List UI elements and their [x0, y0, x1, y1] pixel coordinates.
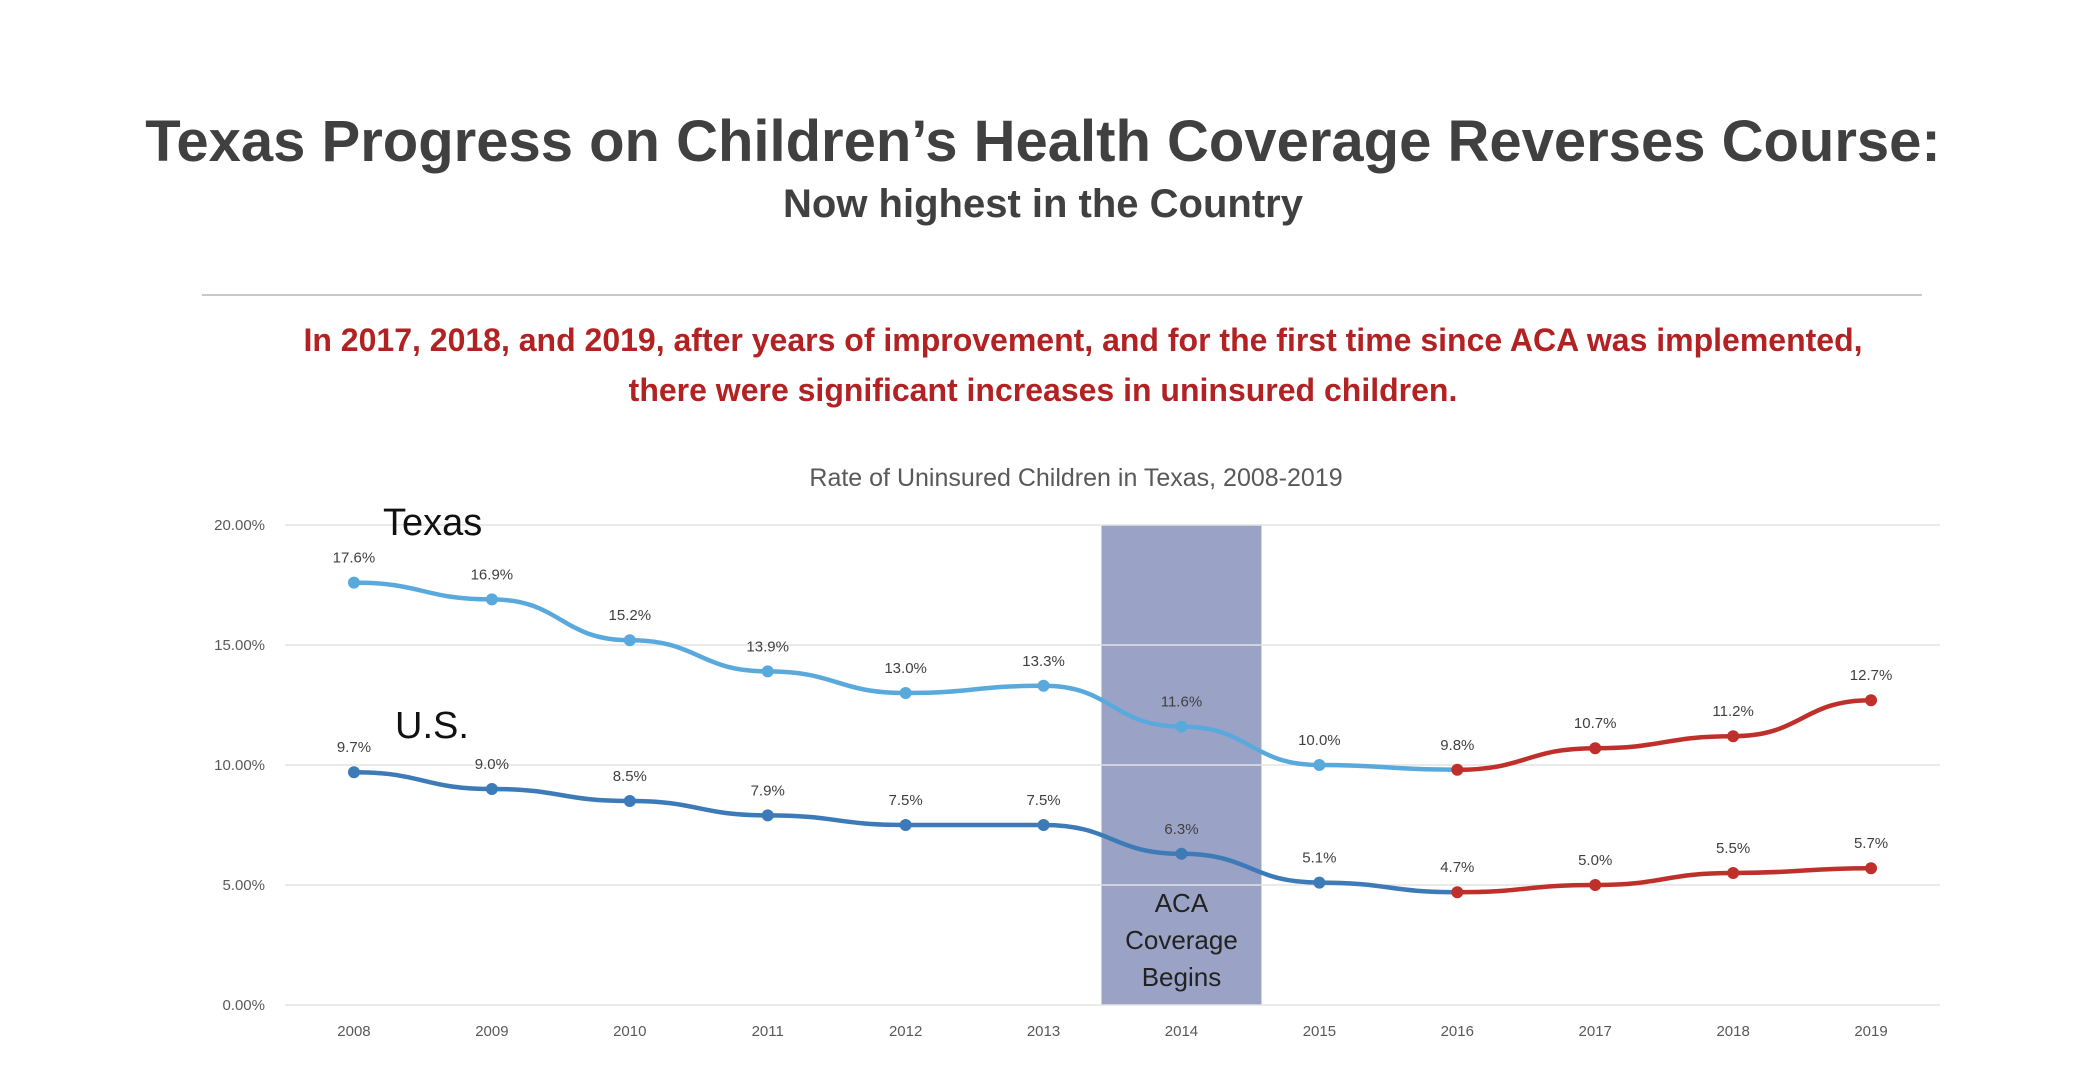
data-label: 11.2% — [1712, 703, 1753, 720]
data-point — [1727, 730, 1740, 743]
x-tick-label: 2012 — [889, 1023, 922, 1040]
aca-annotation-label: Coverage — [1125, 925, 1238, 955]
data-label: 7.9% — [751, 782, 785, 799]
x-tick-label: 2018 — [1716, 1023, 1749, 1040]
data-label: 8.5% — [613, 768, 647, 785]
callout-line-2: there were significant increases in unin… — [628, 372, 1458, 408]
slide-subtitle: Now highest in the Country — [783, 182, 1303, 226]
aca-annotation-label: ACA — [1155, 888, 1209, 918]
data-label: 13.0% — [884, 660, 927, 677]
x-tick-label: 2014 — [1165, 1023, 1198, 1040]
data-point — [623, 795, 636, 807]
data-point — [1589, 879, 1602, 891]
series-line-increase — [1457, 697, 1872, 773]
data-point — [1037, 819, 1050, 831]
data-point — [623, 634, 636, 647]
data-label: 17.6% — [333, 550, 376, 567]
data-point — [485, 593, 498, 606]
data-label: 9.7% — [337, 739, 371, 756]
y-tick-label: 15.00% — [214, 637, 265, 654]
data-label: 5.0% — [1578, 852, 1612, 869]
x-tick-label: 2010 — [613, 1023, 646, 1040]
x-tick-label: 2009 — [475, 1023, 508, 1040]
data-label: 13.9% — [746, 638, 789, 655]
data-point — [1175, 720, 1188, 733]
series-name-label: Texas — [383, 502, 482, 544]
series-line-increase — [1457, 865, 1872, 895]
data-point — [1037, 679, 1050, 692]
y-tick-label: 0.00% — [222, 997, 265, 1014]
data-point — [1865, 862, 1878, 875]
data-point — [1865, 694, 1878, 707]
data-point — [1451, 886, 1464, 899]
series-name-label: U.S. — [395, 705, 469, 747]
aca-annotation-label: Begins — [1142, 962, 1222, 992]
x-tick-label: 2011 — [752, 1023, 784, 1040]
data-point — [761, 809, 774, 822]
x-tick-label: 2019 — [1854, 1023, 1887, 1040]
data-label: 13.3% — [1022, 653, 1065, 670]
slide-title: Texas Progress on Children’s Health Cove… — [145, 109, 1941, 174]
data-label: 10.0% — [1298, 732, 1341, 749]
data-point — [1451, 763, 1464, 776]
data-label: 12.7% — [1850, 667, 1893, 684]
data-point — [485, 783, 498, 795]
x-tick-label: 2008 — [337, 1023, 370, 1040]
data-label: 11.6% — [1161, 694, 1202, 711]
data-label: 9.8% — [1440, 737, 1474, 754]
callout-line-1: In 2017, 2018, and 2019, after years of … — [303, 322, 1863, 358]
data-label: 5.5% — [1716, 840, 1750, 857]
data-label: 10.7% — [1574, 715, 1617, 732]
data-label: 6.3% — [1164, 821, 1198, 838]
data-label: 15.2% — [609, 607, 652, 624]
data-label: 16.9% — [471, 566, 514, 583]
data-point — [1313, 876, 1326, 889]
chart-series: 17.6% 16.9% 15.2% 13.9% 13.0% 13.3% 11.6% 10.0%… — [333, 502, 1893, 899]
divider-line — [202, 294, 1922, 296]
x-tick-label: 2015 — [1303, 1023, 1336, 1040]
data-point — [1727, 867, 1740, 879]
data-point — [899, 687, 912, 699]
series-line — [353, 769, 1458, 895]
chart-grid: 0.00% 5.00% 10.00% 15.00% 20.00% 2008 2009 2010… — [214, 517, 1940, 1040]
data-point — [347, 766, 360, 779]
chart-title: Rate of Uninsured Children in Texas, 200… — [809, 464, 1342, 492]
x-tick-label: 2013 — [1027, 1023, 1060, 1040]
data-label: 7.5% — [889, 792, 923, 809]
y-tick-label: 10.00% — [214, 757, 265, 774]
data-label: 5.1% — [1302, 850, 1336, 867]
data-point — [347, 576, 360, 589]
data-point — [1589, 742, 1602, 755]
y-tick-label: 5.00% — [222, 877, 265, 894]
data-point — [899, 819, 912, 831]
data-point — [1175, 847, 1188, 860]
x-tick-label: 2016 — [1441, 1023, 1474, 1040]
y-tick-label: 20.00% — [214, 517, 265, 534]
data-label: 5.7% — [1854, 835, 1888, 852]
x-tick-label: 2017 — [1579, 1023, 1612, 1040]
data-label: 9.0% — [475, 756, 509, 773]
data-label: 4.7% — [1440, 859, 1474, 876]
data-point — [761, 665, 774, 678]
data-label: 7.5% — [1026, 792, 1060, 809]
data-point — [1313, 759, 1326, 771]
